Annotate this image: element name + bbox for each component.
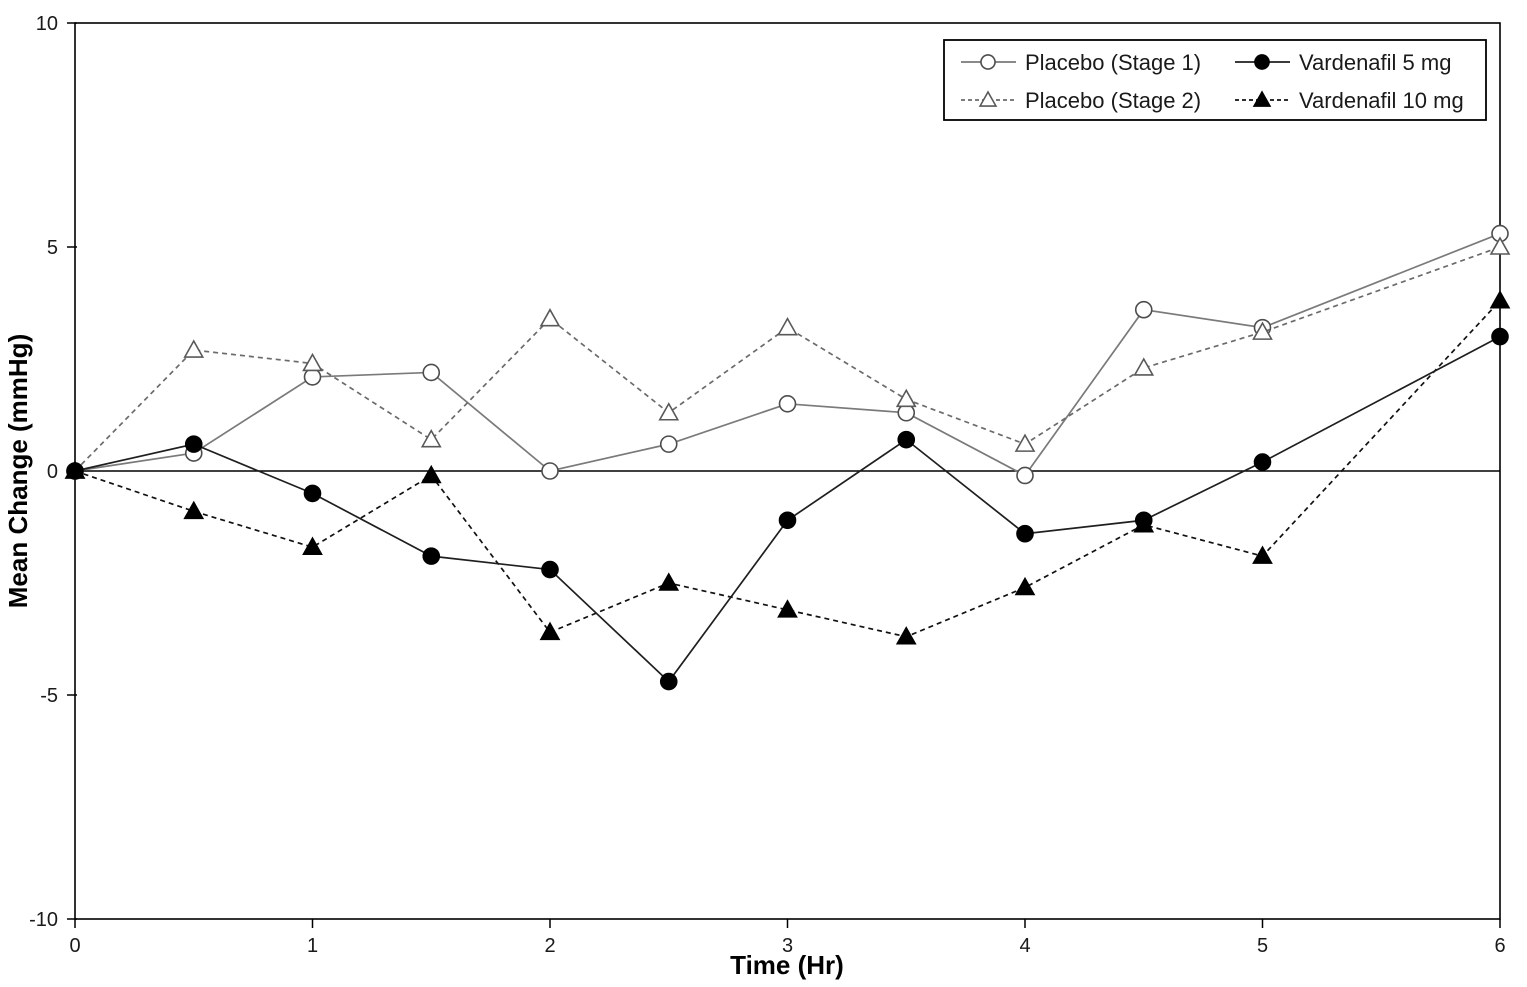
data-point-marker — [778, 511, 797, 530]
legend-item-label: Vardenafil 5 mg — [1299, 50, 1451, 75]
legend-item-label: Vardenafil 10 mg — [1299, 88, 1464, 113]
x-tick-label: 6 — [1494, 935, 1505, 957]
data-point-marker — [1254, 54, 1270, 70]
data-series-layer — [64, 224, 1511, 691]
data-point-marker — [1253, 453, 1272, 471]
data-point-marker — [302, 536, 323, 555]
data-point-marker — [1016, 466, 1034, 485]
legend-item-label: Placebo (Stage 1) — [1025, 50, 1201, 75]
data-point-marker — [184, 435, 203, 453]
x-tick-label: 0 — [69, 935, 80, 957]
legend-box — [943, 39, 1487, 121]
data-point-marker — [980, 54, 996, 70]
data-point-marker — [1014, 433, 1036, 452]
data-point-marker — [1489, 236, 1511, 255]
data-point-marker — [659, 435, 678, 453]
series-line — [74, 300, 1501, 638]
data-point-marker — [1014, 576, 1036, 596]
data-point-marker — [303, 368, 322, 386]
data-point-marker — [1252, 90, 1272, 107]
data-point-marker — [422, 363, 441, 382]
data-point-marker — [420, 429, 442, 448]
data-point-marker — [539, 308, 561, 327]
series-vardenafil-10-mg — [64, 290, 1511, 645]
data-point-marker — [1489, 290, 1511, 309]
data-point-marker — [1252, 321, 1273, 340]
data-point-marker — [777, 317, 798, 336]
data-point-marker — [978, 90, 998, 107]
x-tick-label: 2 — [544, 935, 555, 957]
x-axis-title: Time (Hr) — [730, 950, 844, 980]
x-tick-label: 3 — [782, 935, 793, 957]
data-point-marker — [658, 572, 680, 591]
data-point-marker — [895, 388, 917, 408]
series-placebo-stage-2 — [64, 236, 1511, 479]
series-line — [74, 335, 1501, 683]
legend: Placebo (Stage 1) Placebo (Stage 2) Varden… — [943, 39, 1487, 121]
data-point-marker — [303, 484, 322, 503]
data-point-marker — [541, 462, 559, 480]
y-tick-label: 5 — [47, 237, 58, 259]
legend-item-vardenafil-10-mg: Vardenafil 10 mg — [1235, 88, 1464, 113]
legend-item-placebo-stage-1: Placebo (Stage 1) — [961, 50, 1201, 75]
y-tick-label: 10 — [36, 13, 58, 35]
legend-item-label: Placebo (Stage 2) — [1025, 88, 1201, 113]
data-point-marker — [897, 430, 916, 449]
data-point-marker — [183, 339, 205, 358]
data-point-marker — [1133, 357, 1155, 376]
series-placebo-stage-1 — [66, 224, 1509, 485]
data-point-marker — [420, 464, 442, 484]
legend-items: Placebo (Stage 1) Placebo (Stage 2) Varden… — [961, 50, 1464, 113]
y-tick-label: -10 — [29, 909, 58, 931]
y-tick-label: -5 — [40, 685, 58, 707]
data-point-marker — [422, 547, 441, 565]
series-line — [74, 246, 1501, 472]
x-tick-label: 5 — [1257, 935, 1268, 957]
axis-ticks-layer: 10 5 0 -5 -10 0 1 2 3 4 5 6 — [29, 13, 1505, 957]
data-point-marker — [895, 626, 917, 645]
data-point-marker — [183, 500, 205, 520]
series-vardenafil-5-mg — [66, 327, 1509, 691]
x-tick-label: 1 — [307, 935, 318, 957]
data-point-marker — [1134, 300, 1153, 319]
data-point-marker — [659, 672, 678, 691]
series-line — [74, 232, 1501, 477]
data-point-marker — [1252, 545, 1273, 564]
data-point-marker — [66, 462, 84, 480]
data-point-marker — [302, 352, 323, 372]
legend-item-vardenafil-5-mg: Vardenafil 5 mg — [1235, 50, 1451, 75]
x-tick-label: 4 — [1019, 935, 1030, 957]
data-point-marker — [777, 599, 798, 618]
legend-item-placebo-stage-2: Placebo (Stage 2) — [961, 88, 1201, 113]
y-axis-title: Mean Change (mmHg) — [3, 334, 33, 608]
data-point-marker — [541, 560, 559, 579]
data-point-marker — [897, 403, 916, 422]
data-point-marker — [1491, 327, 1509, 346]
y-tick-label: 0 — [47, 461, 58, 483]
data-point-marker — [1016, 524, 1034, 543]
data-point-marker — [1134, 511, 1153, 530]
data-point-marker — [778, 394, 797, 413]
data-point-marker — [658, 402, 680, 421]
data-point-marker — [539, 621, 561, 641]
